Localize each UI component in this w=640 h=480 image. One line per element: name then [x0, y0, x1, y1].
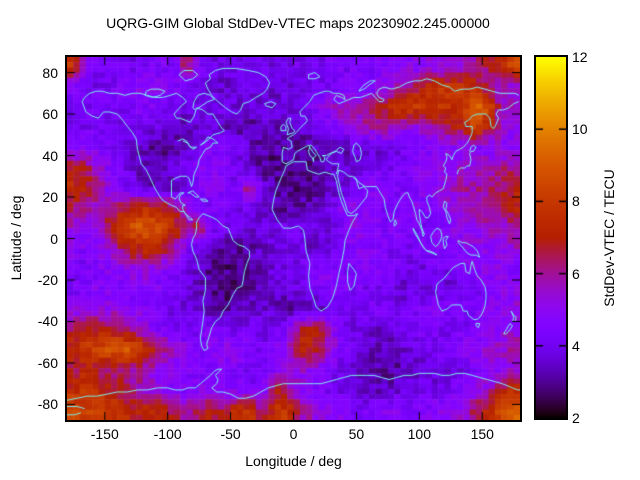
y-tick-label: 0: [50, 230, 58, 247]
colorbar-canvas: [534, 55, 568, 420]
x-axis-label: Longitude / deg: [245, 453, 342, 469]
x-tick-label: 0: [289, 426, 298, 442]
y-tick-label: 80: [42, 64, 58, 81]
colorbar-tick-label: 12: [572, 49, 588, 65]
y-tick-label: 40: [42, 147, 58, 164]
y-tick-label: -80: [37, 396, 58, 413]
colorbar-tick-label: 8: [572, 193, 580, 210]
heatmap-canvas: [65, 55, 522, 422]
x-tick-label: 150: [470, 426, 494, 442]
y-tick-label: -20: [37, 271, 58, 288]
chart-title: UQRG-GIM Global StdDev-VTEC maps 2023090…: [106, 15, 490, 31]
y-tick-label: -40: [37, 313, 58, 330]
y-tick-label: -60: [37, 354, 58, 371]
colorbar-tick-label: 4: [572, 337, 580, 354]
x-tick-label: -100: [153, 426, 182, 442]
x-tick-label: 50: [348, 426, 365, 442]
x-tick-label: -50: [220, 426, 241, 442]
y-tick-label: 20: [42, 189, 58, 205]
x-tick-label: -150: [90, 426, 119, 442]
colorbar-label: StdDev-VTEC / TECU: [601, 169, 617, 307]
colorbar-tick-label: 10: [572, 121, 588, 138]
colorbar-tick-label: 6: [572, 265, 580, 282]
colorbar-tick-label: 2: [572, 410, 580, 426]
x-tick-label: 100: [407, 426, 432, 442]
y-tick-label: 60: [42, 106, 58, 123]
